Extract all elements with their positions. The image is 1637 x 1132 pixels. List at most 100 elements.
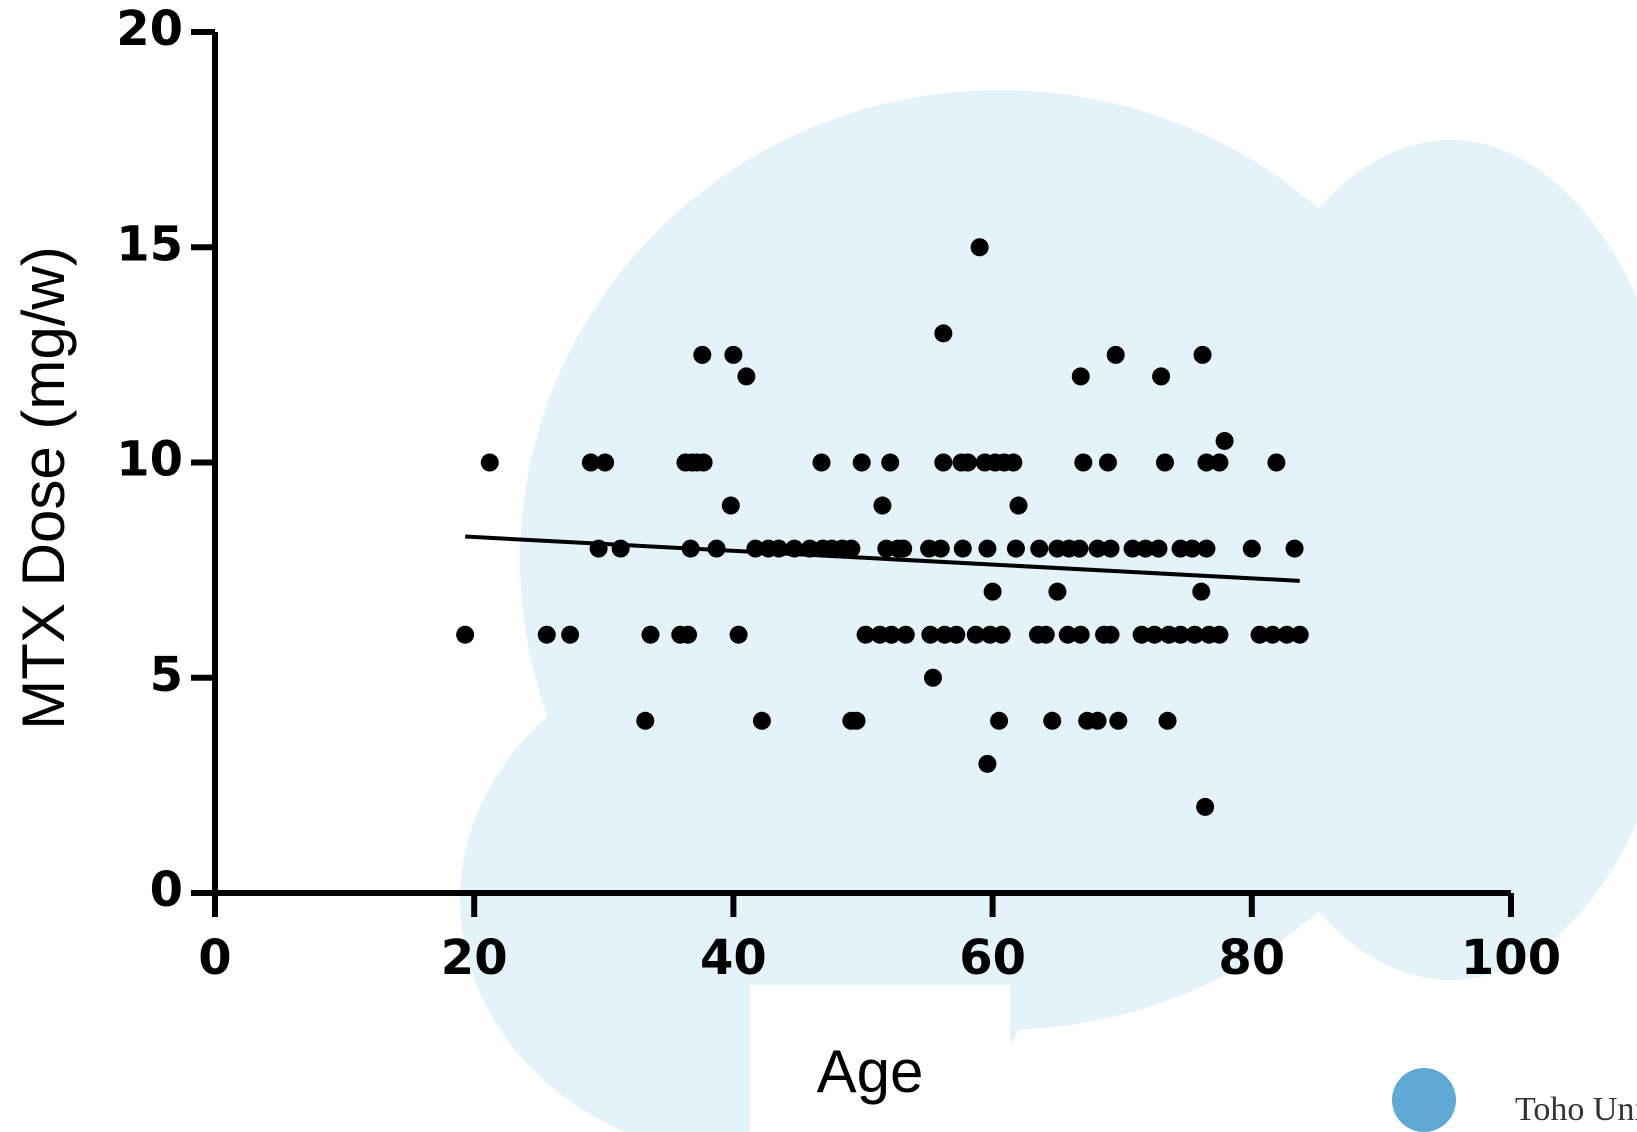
point	[1267, 453, 1286, 472]
point	[1109, 711, 1128, 730]
point	[966, 625, 985, 644]
point	[724, 345, 743, 364]
point	[1074, 453, 1093, 472]
point	[947, 625, 966, 644]
x-tick-label: 0	[198, 930, 231, 986]
point	[921, 625, 940, 644]
point	[1197, 453, 1216, 472]
watermark-text: Toho University	[1515, 1091, 1637, 1128]
point	[1263, 625, 1282, 644]
point	[1048, 582, 1067, 601]
point	[1158, 711, 1177, 730]
point	[978, 539, 997, 558]
point	[923, 668, 942, 687]
point	[881, 453, 900, 472]
y-tick-label: 10	[116, 432, 183, 488]
point	[1058, 625, 1077, 644]
point	[1088, 539, 1107, 558]
point	[679, 625, 698, 644]
point	[1071, 367, 1090, 386]
point	[581, 453, 600, 472]
point	[1101, 539, 1120, 558]
point	[1123, 539, 1142, 558]
y-tick-label: 0	[150, 862, 183, 918]
point	[752, 711, 771, 730]
point	[990, 711, 1009, 730]
point	[480, 453, 499, 472]
point	[852, 453, 871, 472]
point	[934, 324, 953, 343]
point	[1197, 539, 1216, 558]
point	[1136, 539, 1155, 558]
point	[1088, 711, 1107, 730]
point	[1009, 496, 1028, 515]
point	[1277, 625, 1296, 644]
point	[1043, 711, 1062, 730]
y-tick-label: 5	[150, 647, 183, 703]
point	[1004, 453, 1023, 472]
y-tick-label: 15	[116, 216, 183, 272]
point	[1030, 539, 1049, 558]
point	[737, 367, 756, 386]
point	[894, 539, 913, 558]
point	[934, 453, 953, 472]
point	[636, 711, 655, 730]
point	[978, 754, 997, 773]
point	[1192, 582, 1211, 601]
point	[1250, 625, 1269, 644]
point	[882, 625, 901, 644]
x-tick-label: 100	[1461, 930, 1561, 986]
point	[1098, 453, 1117, 472]
watermark	[460, 90, 1637, 1132]
point	[992, 625, 1011, 644]
point	[1070, 539, 1089, 558]
x-axis-title: Age	[817, 1038, 924, 1105]
point	[611, 539, 630, 558]
point	[1071, 625, 1090, 644]
point	[856, 625, 875, 644]
point	[983, 582, 1002, 601]
point	[1171, 625, 1190, 644]
point	[1290, 625, 1309, 644]
label-backdrop	[750, 985, 1010, 1132]
x-tick-label: 60	[959, 930, 1026, 986]
x-tick-label: 20	[441, 930, 508, 986]
y-axis-title: MTX Dose (mg/w)	[10, 246, 77, 729]
point	[958, 453, 977, 472]
point	[1149, 539, 1168, 558]
x-tick-label: 40	[700, 930, 767, 986]
point	[970, 238, 989, 257]
point	[1106, 345, 1125, 364]
x-tick-label: 80	[1218, 930, 1285, 986]
point	[1132, 625, 1151, 644]
point	[1285, 539, 1304, 558]
point	[693, 345, 712, 364]
point	[1196, 797, 1215, 816]
point	[1183, 539, 1202, 558]
point	[953, 539, 972, 558]
point	[931, 539, 950, 558]
point	[1215, 431, 1234, 450]
point	[456, 625, 475, 644]
point	[1210, 453, 1229, 472]
point	[1101, 625, 1120, 644]
point	[896, 625, 915, 644]
point	[537, 625, 556, 644]
point	[1210, 625, 1229, 644]
y-tick-label: 20	[116, 1, 183, 57]
point	[729, 625, 748, 644]
point	[1242, 539, 1261, 558]
point	[812, 453, 831, 472]
logo	[1392, 1068, 1456, 1132]
point	[694, 453, 713, 472]
point	[721, 496, 740, 515]
point	[1006, 539, 1025, 558]
point	[1152, 367, 1171, 386]
point	[842, 539, 861, 558]
point	[1185, 625, 1204, 644]
point	[1145, 625, 1164, 644]
watermark-shape	[1210, 140, 1637, 980]
point	[561, 625, 580, 644]
point	[596, 453, 615, 472]
